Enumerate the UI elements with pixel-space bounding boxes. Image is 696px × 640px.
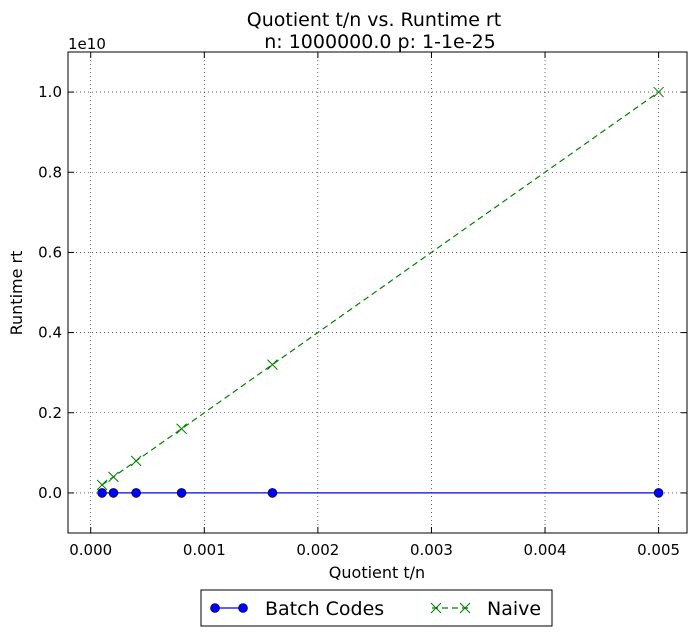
- x-tick-label: 0.003: [410, 541, 453, 559]
- y-tick-label: 0.2: [38, 404, 62, 422]
- data-point-batch-codes: [176, 488, 187, 498]
- x-tick-label: 0.001: [183, 541, 226, 559]
- x-tick-label: 0.005: [637, 541, 680, 559]
- data-point-naive: [653, 86, 664, 98]
- plot-frame: [67, 51, 688, 534]
- y-tick-label: 0.4: [38, 324, 62, 342]
- data-point-naive: [108, 471, 119, 483]
- legend-box: [200, 589, 553, 627]
- legend-marker-batch-codes: [238, 603, 248, 613]
- data-point-batch-codes: [267, 488, 278, 498]
- y-offset-label: 1e10: [68, 35, 106, 53]
- data-point-batch-codes: [108, 488, 119, 498]
- data-point-naive: [176, 423, 187, 435]
- data-point-naive: [130, 455, 142, 467]
- axis-ticks: 0.000 0.001 0.002 0.003 0.004 0.005 0.0 0.2 0.4 0…: [38, 52, 687, 559]
- data-point-batch-codes: [653, 488, 664, 498]
- plot-series: [96, 86, 664, 498]
- legend-marker-naive: [459, 602, 471, 614]
- series-line-naive: [101, 91, 659, 486]
- legend-marker-batch-codes: [210, 603, 220, 613]
- legend-marker-naive: [430, 602, 442, 614]
- grid-lines: [68, 52, 687, 533]
- x-axis-label: Quotient t/n: [329, 563, 425, 582]
- y-tick-label: 1.0: [38, 83, 62, 101]
- legend: Batch Codes Naive: [200, 589, 553, 627]
- x-tick-label: 0.004: [524, 541, 567, 559]
- y-tick-label: 0.8: [38, 163, 62, 181]
- y-axis-label: Runtime rt: [7, 251, 26, 336]
- chart-subtitle: n: 1000000.0 p: 1-1e-25: [264, 31, 496, 53]
- data-point-naive: [267, 359, 278, 371]
- data-point-batch-codes: [131, 488, 141, 498]
- y-tick-label: 0.6: [38, 243, 62, 261]
- x-tick-label: 0.002: [296, 541, 339, 559]
- chart-title: Quotient t/n vs. Runtime rt: [247, 9, 501, 31]
- data-point-batch-codes: [97, 488, 107, 498]
- legend-label-batch-codes: Batch Codes: [265, 598, 384, 620]
- data-point-naive: [96, 479, 108, 491]
- y-tick-label: 0.0: [38, 484, 62, 502]
- legend-label-naive: Naive: [487, 598, 541, 620]
- x-tick-label: 0.000: [69, 541, 112, 559]
